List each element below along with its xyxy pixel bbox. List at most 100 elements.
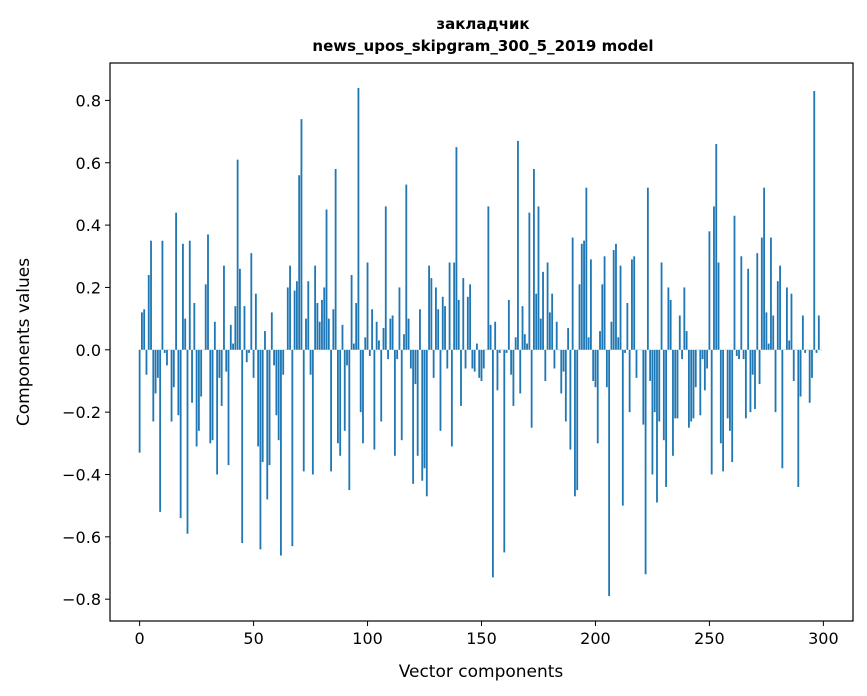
bar-168 bbox=[521, 306, 524, 350]
bar-9 bbox=[159, 349, 162, 512]
bar-187 bbox=[564, 349, 567, 422]
bar-251 bbox=[710, 349, 713, 475]
bar-260 bbox=[731, 349, 734, 463]
y-tick-label--0.8: −0.8 bbox=[62, 590, 101, 609]
bar-52 bbox=[257, 349, 260, 447]
bar-183 bbox=[555, 321, 558, 350]
bar-22 bbox=[188, 240, 191, 350]
bar-177 bbox=[542, 271, 544, 350]
bar-113 bbox=[396, 349, 399, 360]
bar-155 bbox=[491, 349, 494, 578]
bar-37 bbox=[223, 265, 225, 350]
bar-222 bbox=[644, 349, 647, 575]
bar-104 bbox=[375, 321, 378, 350]
bar-174 bbox=[535, 293, 538, 350]
bar-273 bbox=[760, 237, 763, 350]
bar-231 bbox=[665, 349, 668, 487]
bar-117 bbox=[405, 184, 408, 350]
bar-225 bbox=[651, 349, 654, 475]
bar-185 bbox=[560, 349, 563, 394]
bar-39 bbox=[227, 349, 230, 466]
bar-119 bbox=[409, 349, 412, 369]
bar-192 bbox=[576, 349, 579, 491]
bar-16 bbox=[175, 212, 177, 350]
bar-197 bbox=[587, 337, 590, 350]
bar-116 bbox=[403, 334, 405, 350]
bar-161 bbox=[505, 349, 508, 353]
bar-46 bbox=[243, 306, 246, 350]
bar-194 bbox=[580, 243, 583, 350]
bar-140 bbox=[457, 299, 460, 350]
bar-129 bbox=[432, 349, 435, 378]
bar-105 bbox=[378, 340, 380, 350]
bar-112 bbox=[393, 349, 396, 456]
bar-241 bbox=[687, 349, 690, 428]
bar-26 bbox=[197, 349, 200, 431]
bar-210 bbox=[617, 337, 620, 350]
bar-199 bbox=[592, 349, 595, 381]
bar-92 bbox=[348, 349, 351, 491]
bar-93 bbox=[350, 274, 353, 350]
bar-0 bbox=[138, 349, 141, 453]
chart-title: закладчик bbox=[436, 15, 529, 33]
bar-108 bbox=[384, 206, 387, 350]
bar-215 bbox=[628, 349, 631, 413]
bar-265 bbox=[742, 349, 745, 360]
bar-291 bbox=[801, 315, 804, 350]
bar-106 bbox=[380, 349, 383, 422]
bar-122 bbox=[416, 349, 419, 456]
bar-135 bbox=[446, 349, 449, 369]
bar-127 bbox=[428, 265, 430, 350]
bar-294 bbox=[808, 349, 811, 403]
bar-75 bbox=[309, 349, 312, 375]
bar-172 bbox=[530, 349, 533, 428]
bar-50 bbox=[252, 349, 255, 378]
y-tick-label--0.6: −0.6 bbox=[62, 528, 101, 547]
bar-53 bbox=[259, 349, 262, 550]
bar-278 bbox=[772, 315, 775, 350]
bar-126 bbox=[425, 349, 428, 497]
bar-10 bbox=[161, 240, 164, 350]
bar-266 bbox=[744, 349, 747, 419]
bar-182 bbox=[553, 349, 556, 369]
bar-233 bbox=[669, 299, 672, 350]
bar-290 bbox=[799, 349, 802, 397]
bar-24 bbox=[193, 303, 196, 350]
bar-186 bbox=[562, 349, 565, 372]
bar-109 bbox=[387, 349, 389, 360]
bar-45 bbox=[241, 349, 244, 544]
bar-271 bbox=[756, 253, 759, 350]
bar-36 bbox=[220, 349, 223, 406]
bar-61 bbox=[277, 349, 280, 441]
bar-252 bbox=[713, 206, 715, 350]
bar-285 bbox=[788, 340, 791, 350]
bar-208 bbox=[612, 250, 615, 350]
bar-82 bbox=[325, 209, 328, 350]
bar-244 bbox=[694, 349, 697, 388]
bar-132 bbox=[439, 349, 442, 431]
bar-15 bbox=[172, 349, 175, 388]
bar-202 bbox=[599, 331, 601, 350]
y-tick-label-0.0: 0.0 bbox=[76, 341, 101, 360]
bar-173 bbox=[533, 168, 535, 350]
x-axis-label: Vector components bbox=[399, 662, 564, 682]
bar-57 bbox=[268, 349, 271, 466]
bar-211 bbox=[619, 265, 622, 350]
bar-259 bbox=[729, 349, 731, 431]
bar-97 bbox=[359, 349, 362, 413]
bar-223 bbox=[646, 187, 649, 350]
bar-170 bbox=[526, 343, 528, 350]
bar-242 bbox=[690, 349, 693, 422]
x-tick-label-0: 0 bbox=[135, 629, 145, 648]
bar-88 bbox=[339, 349, 342, 456]
bar-100 bbox=[366, 262, 369, 350]
bar-162 bbox=[507, 299, 510, 350]
bar-280 bbox=[776, 281, 779, 350]
bar-43 bbox=[236, 159, 239, 350]
bar-51 bbox=[254, 293, 257, 350]
bar-107 bbox=[382, 327, 385, 350]
bar-130 bbox=[435, 287, 437, 350]
bar-164 bbox=[512, 349, 515, 406]
